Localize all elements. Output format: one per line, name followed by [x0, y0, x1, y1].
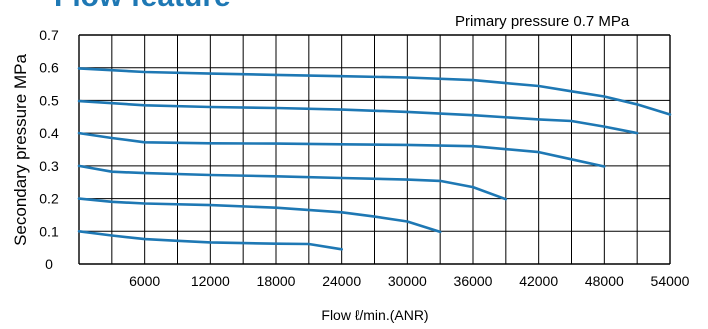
y-axis-label: Secondary pressure MPa — [11, 54, 30, 246]
y-tick-label: 0.6 — [39, 60, 59, 76]
y-tick-label: 0.7 — [39, 27, 59, 43]
x-axis-label: Flow ℓ/min.(ANR) — [321, 307, 428, 323]
primary-pressure-annotation: Primary pressure 0.7 MPa — [455, 13, 630, 30]
x-tick-label: 54000 — [651, 273, 690, 289]
y-tick-label: 0.2 — [39, 191, 59, 207]
series-line-1 — [77, 230, 343, 251]
x-tick-label: 42000 — [519, 273, 558, 289]
y-tick-label: 0.5 — [39, 92, 59, 108]
x-tick-label: 18000 — [257, 273, 296, 289]
x-tick-label: 30000 — [388, 273, 427, 289]
y-tick-label: 0.4 — [39, 125, 59, 141]
x-tick-label: 36000 — [454, 273, 493, 289]
x-tick-label: 6000 — [129, 273, 160, 289]
y-tick-labels: 0 0.1 0.2 0.3 0.4 0.5 0.6 0.7 — [39, 27, 59, 272]
x-tick-labels: 6000 12000 18000 24000 30000 36000 42000 48000 5… — [129, 273, 690, 289]
pressure-curves — [77, 67, 672, 251]
y-tick-label: 0.1 — [39, 223, 59, 239]
series-line-2 — [77, 197, 442, 234]
x-tick-label: 24000 — [322, 273, 361, 289]
series-line-6 — [77, 67, 672, 116]
y-tick-label: 0.3 — [39, 158, 59, 174]
chart-grid — [78, 34, 671, 265]
chart-title: Flow feature — [54, 0, 231, 13]
x-tick-label: 12000 — [191, 273, 230, 289]
series-line-4 — [77, 131, 606, 168]
series-line-5 — [77, 99, 639, 135]
y-tick-label: 0 — [45, 256, 53, 272]
series-line-3 — [77, 164, 508, 201]
x-tick-label: 48000 — [585, 273, 624, 289]
